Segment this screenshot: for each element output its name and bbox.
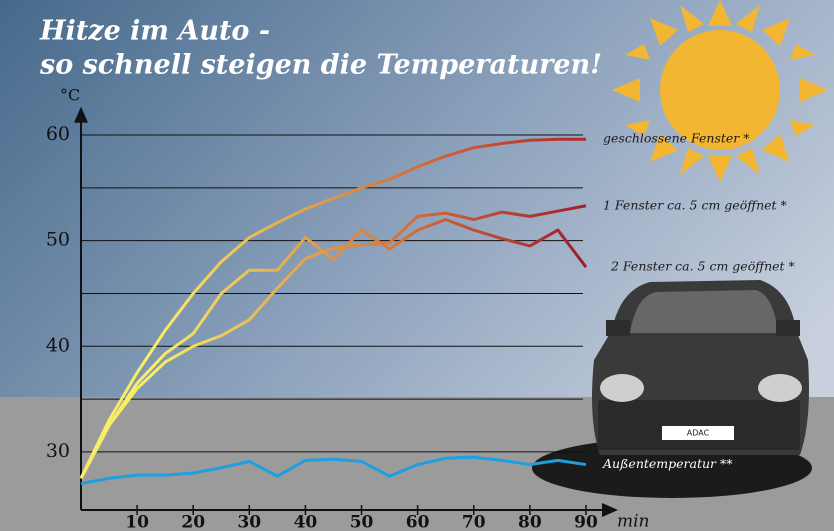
y-tick-label: 40: [46, 334, 70, 356]
sun: [612, 0, 828, 182]
legend-label: geschlossene Fenster *: [603, 131, 750, 146]
y-axis-arrow: [74, 106, 88, 123]
y-tick-label: 30: [46, 440, 70, 462]
x-tick-label: 90: [574, 513, 598, 531]
legend-label: Außentemperatur **: [602, 456, 733, 471]
x-tick-label: 10: [125, 513, 149, 531]
x-tick-label: 40: [294, 513, 318, 531]
x-tick-label: 20: [181, 513, 205, 531]
x-tick-label: 60: [406, 513, 430, 531]
x-tick-label: 30: [237, 513, 261, 531]
x-axis-arrow: [602, 503, 618, 517]
y-tick-label: 50: [46, 229, 70, 251]
y-axis-label: °C: [60, 86, 80, 105]
series-line: [79, 204, 587, 480]
legend-label: 1 Fenster ca. 5 cm geöffnet *: [603, 197, 788, 212]
y-tick-label: 60: [46, 123, 70, 145]
chart-title: Hitze im Auto -: [39, 16, 270, 47]
svg-text:ADAC: ADAC: [687, 429, 710, 438]
car: ADAC: [532, 280, 812, 498]
x-tick-label: 70: [462, 513, 486, 531]
series-line: [80, 455, 587, 486]
legend-label: 2 Fenster ca. 5 cm geöffnet *: [610, 259, 796, 274]
x-tick-label: 50: [350, 513, 374, 531]
x-axis-label: min: [617, 512, 650, 531]
series-line: [79, 218, 588, 480]
chart-subtitle: so schnell steigen die Temperaturen!: [39, 50, 602, 81]
x-tick-label: 80: [518, 513, 542, 531]
series-line: [79, 137, 586, 479]
